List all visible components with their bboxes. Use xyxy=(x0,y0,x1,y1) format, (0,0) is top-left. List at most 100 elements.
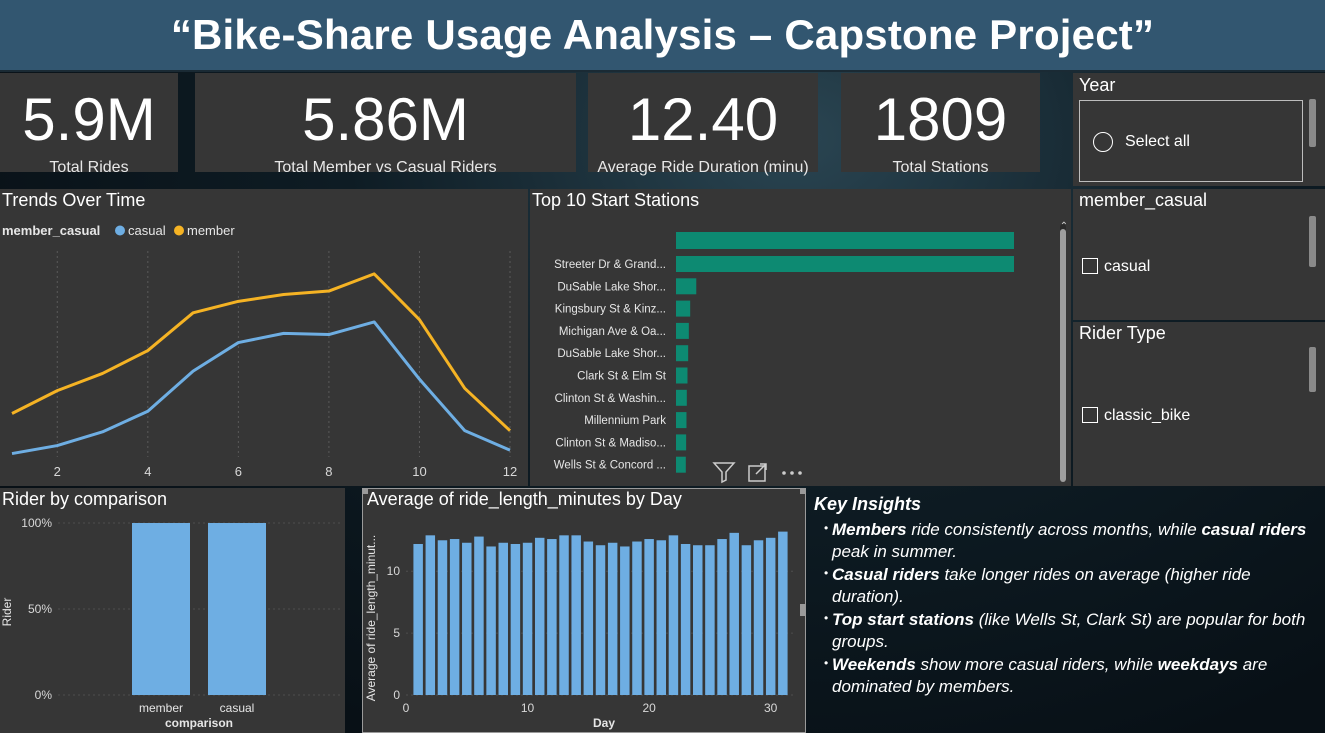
day-bar[interactable] xyxy=(486,546,496,695)
day-bar[interactable] xyxy=(437,540,448,695)
day-bar[interactable] xyxy=(778,531,788,695)
station-label: Clark St & Elm St xyxy=(577,371,667,383)
station-bar[interactable] xyxy=(676,412,687,429)
kpi-total-stations[interactable]: 1809 Total Stations xyxy=(841,73,1040,176)
station-label: Wells St & Concord ... xyxy=(554,460,666,472)
series-line-member[interactable] xyxy=(11,272,512,432)
legend-casual[interactable]: casual xyxy=(128,223,166,238)
station-bar[interactable] xyxy=(676,345,689,362)
scroll-up-icon[interactable]: ⌃ xyxy=(1060,221,1068,232)
kpi-avg-ride-duration[interactable]: 12.40 Average Ride Duration (minu) xyxy=(588,73,818,176)
rider-comparison-chart[interactable]: 100% 50% 0% member casual Rider comparison xyxy=(0,488,345,733)
kpi-label: Total Member vs Casual Riders xyxy=(274,159,497,176)
member-casual-slicer[interactable]: member_casual casual xyxy=(1073,189,1325,320)
insight-emphasis: Weekends xyxy=(832,655,916,674)
day-bar[interactable] xyxy=(449,539,460,695)
trends-chart[interactable]: member_casual casual member 2 4 6 8 10 12 xyxy=(0,189,528,486)
trends-over-time-panel[interactable]: Trends Over Time member_casual casual me… xyxy=(0,189,528,486)
station-bar[interactable] xyxy=(676,434,687,451)
kpi-value: 5.9M xyxy=(22,86,156,153)
resize-handle[interactable] xyxy=(362,488,368,494)
bar-member[interactable] xyxy=(132,523,190,695)
day-bar[interactable] xyxy=(765,537,776,695)
day-bar[interactable] xyxy=(753,540,764,695)
rider-type-scrollbar[interactable] xyxy=(1309,347,1316,392)
station-bar[interactable] xyxy=(676,322,689,339)
stations-scroll-thumb[interactable] xyxy=(1060,229,1066,482)
casual-checkbox-label[interactable]: casual xyxy=(1104,258,1151,275)
day-bar[interactable] xyxy=(717,539,727,695)
filter-icon[interactable] xyxy=(712,462,736,484)
y-tick-label: 100% xyxy=(21,516,52,530)
day-bar[interactable] xyxy=(607,542,618,695)
day-bar[interactable] xyxy=(474,536,484,695)
classic-bike-checkbox-label[interactable]: classic_bike xyxy=(1104,407,1191,424)
page-title: “Bike-Share Usage Analysis – Capstone Pr… xyxy=(170,11,1155,58)
insight-text: are dominated by members. xyxy=(832,655,1268,696)
classic-bike-checkbox[interactable] xyxy=(1082,407,1098,423)
station-bar[interactable] xyxy=(676,389,687,406)
y-tick-label: 10 xyxy=(387,564,401,578)
day-bar[interactable] xyxy=(425,535,436,695)
day-bar[interactable] xyxy=(559,535,569,695)
focus-mode-icon[interactable] xyxy=(748,463,767,482)
series-line-casual[interactable] xyxy=(11,320,511,456)
day-bar[interactable] xyxy=(498,542,508,695)
day-bar[interactable] xyxy=(668,535,679,695)
resize-handle[interactable] xyxy=(800,604,805,616)
insight-item: • Weekends show more casual riders, while… xyxy=(814,654,1319,698)
casual-checkbox[interactable] xyxy=(1082,258,1098,274)
day-bar[interactable] xyxy=(620,546,630,695)
bar-leading[interactable] xyxy=(676,232,1014,249)
year-slicer[interactable]: Year Select all xyxy=(1073,73,1325,186)
day-bar[interactable] xyxy=(693,545,703,695)
day-bar[interactable] xyxy=(644,539,654,695)
day-bar[interactable] xyxy=(741,545,752,695)
station-label: Streeter Dr & Grand... xyxy=(554,259,666,271)
station-bar[interactable] xyxy=(676,367,688,384)
day-bar[interactable] xyxy=(656,540,667,695)
day-bar[interactable] xyxy=(729,532,739,695)
rider-comparison-panel[interactable]: Rider by comparison 100% 50% 0% member casua… xyxy=(0,488,345,733)
select-all-radio[interactable] xyxy=(1093,132,1113,152)
insight-emphasis: Members xyxy=(832,520,907,539)
station-label: DuSable Lake Shor... xyxy=(557,348,666,360)
kpi-label: Total Stations xyxy=(892,159,989,176)
day-bar[interactable] xyxy=(680,543,691,695)
insight-item: • Casual riders take longer rides on aver… xyxy=(814,564,1319,608)
kpi-total-rides[interactable]: 5.9M Total Rides xyxy=(0,73,178,176)
select-all-label[interactable]: Select all xyxy=(1125,133,1190,150)
more-options-icon[interactable] xyxy=(782,471,802,475)
day-bar[interactable] xyxy=(462,542,472,695)
day-bar[interactable] xyxy=(413,543,423,695)
day-bar[interactable] xyxy=(632,541,642,695)
trends-title: Trends Over Time xyxy=(2,190,146,210)
day-bar[interactable] xyxy=(571,535,581,695)
rider-type-slicer[interactable]: Rider Type classic_bike xyxy=(1073,322,1325,486)
x-tick-label: 12 xyxy=(503,464,517,479)
legend-member[interactable]: member xyxy=(187,223,235,238)
day-bar[interactable] xyxy=(595,545,606,695)
station-bar[interactable] xyxy=(676,456,686,473)
day-bar[interactable] xyxy=(705,545,715,695)
member-casual-scrollbar[interactable] xyxy=(1309,216,1316,267)
day-bar[interactable] xyxy=(510,543,521,695)
year-slicer-box[interactable]: Select all xyxy=(1079,100,1303,182)
day-bar[interactable] xyxy=(534,537,545,695)
top-stations-chart[interactable]: Streeter Dr & Grand... DuSable Lake Shor.… xyxy=(530,189,1071,486)
year-slicer-scrollbar[interactable] xyxy=(1309,99,1316,147)
bar-casual[interactable] xyxy=(208,523,266,695)
avg-by-day-panel[interactable]: Average of ride_length_minutes by Day 10… xyxy=(362,488,806,733)
key-insights: Key Insights • Members ride consistently … xyxy=(814,494,1319,699)
station-bar[interactable] xyxy=(676,300,691,317)
kpi-total-member-casual[interactable]: 5.86M Total Member vs Casual Riders xyxy=(195,73,576,176)
station-bar[interactable] xyxy=(676,278,697,295)
station-bar[interactable] xyxy=(676,256,1014,272)
day-bar[interactable] xyxy=(583,541,594,695)
y-tick-label: 0 xyxy=(393,688,400,702)
resize-handle[interactable] xyxy=(800,488,806,494)
day-bar[interactable] xyxy=(522,542,533,695)
top-stations-panel[interactable]: Top 10 Start Stations Streeter Dr & Gran… xyxy=(530,189,1071,486)
day-bar[interactable] xyxy=(547,539,557,695)
avg-by-day-chart[interactable]: 10 5 00 10 20 30 Average of ride_length_minut… xyxy=(362,488,806,733)
